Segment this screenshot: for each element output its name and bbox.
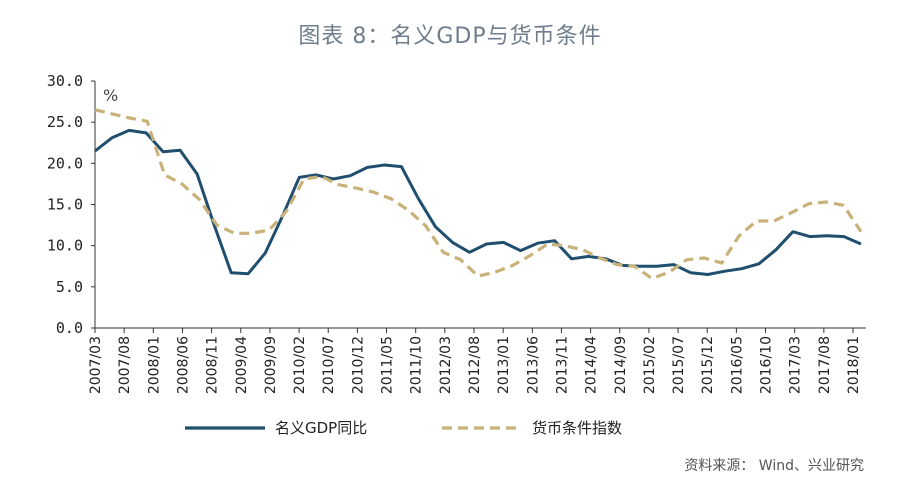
y-tick-label: 15.0: [47, 196, 83, 214]
x-tick-label: 2014/04: [584, 336, 600, 394]
x-tick-label: 2014/09: [613, 336, 629, 394]
x-tick-label: 2011/05: [380, 336, 396, 394]
series-line-monetary-index: [94, 108, 863, 281]
x-tick-label: 2017/03: [788, 336, 804, 394]
legend-label-nominal-gdp: 名义GDP同比: [275, 419, 367, 437]
legend-label-monetary-index: 货币条件指数: [532, 419, 622, 437]
source-note: 资料来源： Wind、兴业研究: [684, 458, 864, 474]
x-tick-label: 2013/06: [525, 336, 541, 394]
x-tick-label: 2015/07: [671, 336, 687, 394]
x-axis-ticks: 2007/03 2007/08 2008/01 2008/06 2008/11 2009/…: [88, 328, 862, 394]
x-tick-label: 2012/03: [438, 336, 454, 394]
x-tick-label: 2010/02: [292, 336, 308, 394]
series-lines: [94, 108, 863, 281]
x-tick-label: 2015/12: [700, 336, 716, 394]
x-tick-label: 2013/01: [496, 336, 512, 394]
unit-label: %: [103, 86, 118, 105]
y-tick-label: 10.0: [47, 237, 83, 255]
x-tick-label: 2012/08: [467, 336, 483, 394]
x-tick-label: 2007/03: [88, 336, 104, 394]
x-tick-label: 2011/10: [409, 336, 425, 394]
axes: [94, 81, 866, 329]
series-line-nominal-gdp: [94, 128, 862, 276]
x-tick-label: 2016/05: [729, 336, 745, 394]
x-tick-label: 2009/09: [263, 336, 279, 394]
y-axis-ticks: 0.0 5.0 10.0 15.0 20.0 25.0 30.0: [47, 72, 95, 337]
x-tick-label: 2010/12: [350, 336, 366, 394]
x-tick-label: 2018/01: [846, 336, 862, 394]
legend: 名义GDP同比 货币条件指数: [185, 419, 622, 437]
x-tick-label: 2015/02: [642, 336, 658, 394]
y-tick-label: 5.0: [56, 278, 83, 296]
y-tick-label: 30.0: [47, 72, 83, 90]
x-tick-label: 2008/01: [146, 336, 162, 394]
chart-title: 图表 8：名义GDP与货币条件: [298, 24, 602, 49]
x-tick-label: 2013/11: [554, 336, 570, 394]
x-tick-label: 2008/11: [205, 336, 221, 394]
x-tick-label: 2016/10: [759, 336, 775, 394]
y-tick-label: 25.0: [47, 113, 83, 131]
y-tick-label: 0.0: [56, 319, 83, 337]
x-tick-label: 2010/07: [321, 336, 337, 394]
x-tick-label: 2017/08: [817, 336, 833, 394]
x-tick-label: 2007/08: [117, 336, 133, 394]
x-tick-label: 2009/04: [234, 336, 250, 394]
x-tick-label: 2008/06: [175, 336, 191, 394]
y-tick-label: 20.0: [47, 154, 83, 172]
